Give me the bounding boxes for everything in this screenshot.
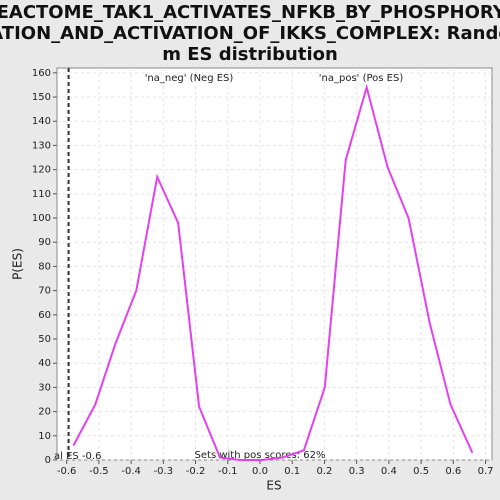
y-tick-label: 50	[38, 334, 51, 345]
chart-title: REACTOME_TAK1_ACTIVATES_NFKB_BY_PHOSPHOR…	[0, 2, 500, 23]
y-tick-label: 10	[38, 431, 51, 442]
y-tick-label: 30	[38, 382, 51, 393]
x-tick-label: 0.4	[381, 466, 397, 477]
actual-es-label: al ES -0.6	[54, 451, 101, 462]
y-tick-label: 0	[45, 455, 51, 466]
y-tick-label: 20	[38, 407, 51, 418]
x-tick-label: -0.3	[154, 466, 174, 477]
data-line	[72, 83, 474, 461]
y-tick-label: 80	[38, 261, 51, 272]
x-tick-label: 0.0	[252, 466, 268, 477]
x-axis-label: ES	[266, 479, 281, 493]
chart-title: m ES distribution	[162, 44, 338, 65]
y-tick-label: 110	[32, 189, 51, 200]
annotation: Sets with pos scores: 62%	[195, 450, 326, 461]
annotation: 'na_neg' (Neg ES)	[145, 73, 234, 84]
x-tick-label: 0.3	[349, 466, 365, 477]
x-tick-label: 0.6	[445, 466, 461, 477]
y-tick-label: 150	[32, 92, 51, 103]
x-tick-label: 0.7	[478, 466, 494, 477]
x-tick-label: -0.5	[89, 466, 109, 477]
x-tick-label: -0.4	[121, 466, 141, 477]
x-tick-label: 0.2	[316, 466, 332, 477]
x-tick-label: -0.2	[186, 466, 206, 477]
x-tick-label: -0.6	[57, 466, 77, 477]
y-tick-label: 90	[38, 237, 51, 248]
y-tick-label: 140	[32, 116, 51, 127]
y-tick-label: 70	[38, 286, 51, 297]
y-tick-label: 100	[32, 213, 51, 224]
y-tick-label: 130	[32, 140, 51, 151]
y-tick-label: 160	[32, 68, 51, 79]
plot-area	[56, 67, 493, 461]
x-tick-label: 0.5	[413, 466, 429, 477]
annotation: 'na_pos' (Pos ES)	[319, 73, 404, 84]
chart-title: ATION_AND_ACTIVATION_OF_IKKS_COMPLEX: Ra…	[0, 23, 500, 44]
y-tick-label: 120	[32, 165, 51, 176]
y-tick-label: 60	[38, 310, 51, 321]
x-tick-label: -0.1	[218, 466, 238, 477]
x-tick-label: 0.1	[284, 466, 300, 477]
y-axis-label: P(ES)	[11, 248, 25, 280]
y-tick-label: 40	[38, 358, 51, 369]
